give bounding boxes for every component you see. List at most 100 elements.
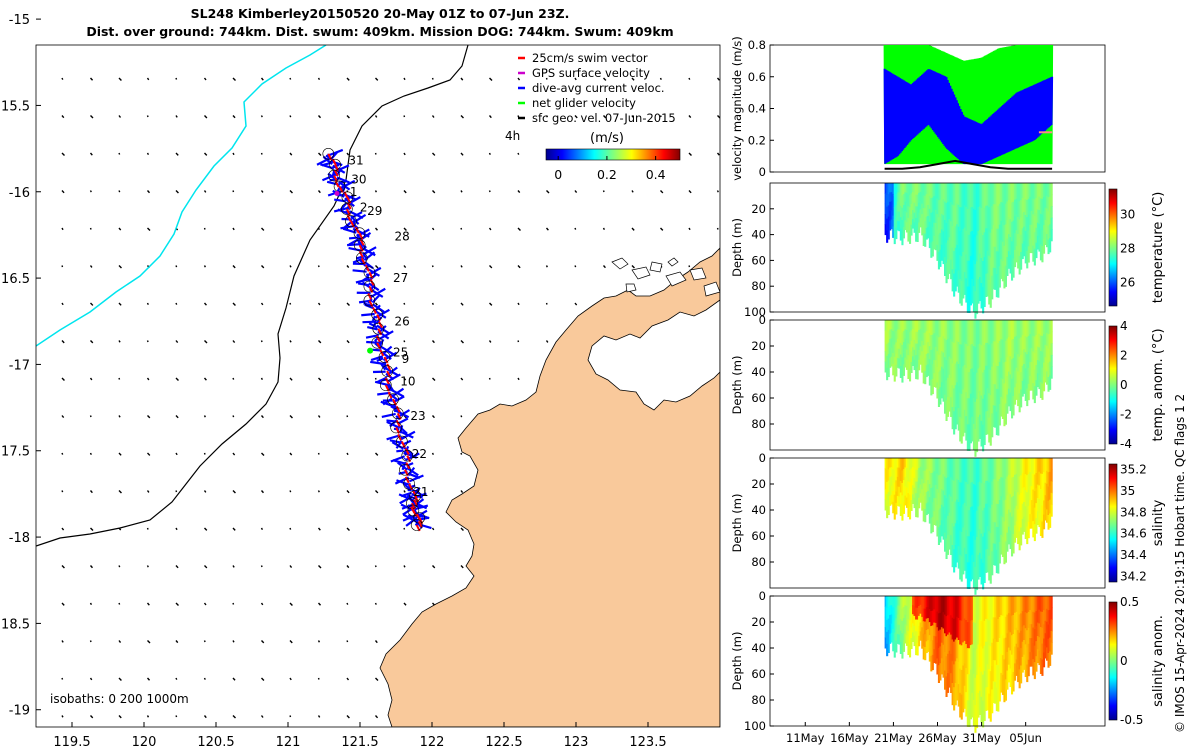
heatmap-cell xyxy=(977,554,980,580)
heatmap-cell xyxy=(963,502,966,526)
heatmap-cell xyxy=(976,648,979,676)
heatmap-cell xyxy=(921,203,924,215)
heatmap-cell xyxy=(960,320,963,346)
heatmap-cell xyxy=(892,363,895,376)
heatmap-cell xyxy=(933,346,936,361)
heatmap-cell xyxy=(989,207,992,234)
heatmap-cell xyxy=(898,624,901,635)
heatmap-cell xyxy=(890,219,893,230)
heatmap-cell xyxy=(997,389,1000,413)
heatmap-cell xyxy=(963,640,966,664)
heatmap-cell xyxy=(886,631,889,645)
heatmap-cell xyxy=(948,596,951,615)
heatmap-cell xyxy=(1004,458,1007,480)
heatmap-cell xyxy=(886,355,889,369)
heatmap-cell xyxy=(936,473,939,490)
heatmap-cell xyxy=(907,331,910,344)
heatmap-cell xyxy=(953,596,956,620)
heatmap-cell xyxy=(910,320,913,331)
heatmap-cell xyxy=(913,183,916,194)
heatmap-cell xyxy=(1012,183,1015,203)
heatmap-cell xyxy=(922,357,925,371)
heatmap-cell xyxy=(965,668,968,693)
heatmap-cell xyxy=(887,618,890,631)
heatmap-cell xyxy=(1047,225,1050,240)
heatmap-cell xyxy=(916,631,919,644)
heatmap-cell xyxy=(998,203,1001,226)
heatmap-cell xyxy=(997,343,1000,367)
heatmap-cell xyxy=(1039,244,1042,261)
heatmap-cell xyxy=(1007,234,1010,252)
heatmap-cell xyxy=(1011,596,1014,617)
heatmap-cell xyxy=(977,668,980,694)
heatmap-cell xyxy=(968,183,971,210)
geo-velocity-arrow xyxy=(431,265,434,268)
heatmap-cell xyxy=(963,409,966,433)
heatmap-cell xyxy=(966,320,969,347)
heatmap-cell xyxy=(948,494,951,514)
swim-vector xyxy=(413,499,418,507)
heatmap-cell xyxy=(1007,217,1010,235)
current-vector xyxy=(348,247,363,252)
heatmap-cell xyxy=(986,480,989,505)
geo-velocity-arrow xyxy=(118,152,121,155)
heatmap-cell xyxy=(919,218,922,228)
heatmap-cell xyxy=(974,429,977,457)
heatmap-cell xyxy=(884,224,887,236)
day-label: 23 xyxy=(410,409,425,423)
heatmap-cell xyxy=(1006,201,1009,221)
heatmap-cell xyxy=(889,357,892,368)
heatmap-cell xyxy=(893,231,896,245)
heatmap-cell xyxy=(928,320,931,334)
heatmap-cell xyxy=(947,634,950,655)
heatmap-cell xyxy=(1033,248,1036,266)
dive-marker xyxy=(363,280,376,293)
heatmap-cell xyxy=(924,332,927,346)
heatmap-cell xyxy=(928,635,931,649)
heatmap-cell xyxy=(954,204,957,227)
heatmap-cell xyxy=(971,279,974,304)
heatmap-cell xyxy=(1032,627,1035,644)
heatmap-cell xyxy=(959,554,962,580)
heatmap-cell xyxy=(933,196,936,210)
dive-marker xyxy=(381,365,393,377)
heatmap-cell xyxy=(1000,320,1003,340)
heatmap-cell xyxy=(963,183,966,206)
heatmap-cell xyxy=(1024,231,1027,248)
heatmap-cell xyxy=(1029,624,1032,639)
heatmap-cell xyxy=(1023,625,1026,641)
heatmap-cell xyxy=(1026,526,1029,545)
geo-velocity-arrow xyxy=(488,190,491,193)
heatmap-cell xyxy=(1032,521,1035,538)
heatmap-cell xyxy=(1038,361,1041,376)
heatmap-cell xyxy=(940,627,943,644)
geo-velocity-arrow xyxy=(289,715,292,718)
heatmap-cell xyxy=(966,424,969,451)
heatmap-cell xyxy=(989,533,992,559)
y-tick-label: -16 xyxy=(9,186,30,201)
heatmap-cell xyxy=(1041,320,1044,337)
heatmap-cell xyxy=(1049,651,1052,666)
heatmap-cell xyxy=(977,392,980,418)
geo-velocity-arrow xyxy=(431,77,434,80)
panel-colorbar xyxy=(1108,463,1118,583)
heatmap-cell xyxy=(895,205,898,217)
heatmap-cell xyxy=(1046,345,1049,359)
heatmap-cell xyxy=(1049,637,1052,653)
heatmap-cell xyxy=(931,625,934,641)
bay-water xyxy=(587,299,720,411)
heatmap-cell xyxy=(913,477,916,489)
heatmap-cell xyxy=(980,458,983,484)
heatmap-cell xyxy=(913,339,916,351)
current-vector xyxy=(370,287,386,298)
geo-velocity-arrow xyxy=(346,340,350,344)
heatmap-cell xyxy=(959,596,962,621)
swim-vector xyxy=(358,250,364,258)
heatmap-cell xyxy=(1020,217,1023,236)
heatmap-cell xyxy=(1041,351,1044,369)
heatmap-cell xyxy=(1027,521,1030,539)
heatmap-cell xyxy=(969,556,972,582)
heatmap-cell xyxy=(895,183,898,195)
geo-velocity-arrow xyxy=(89,340,94,344)
